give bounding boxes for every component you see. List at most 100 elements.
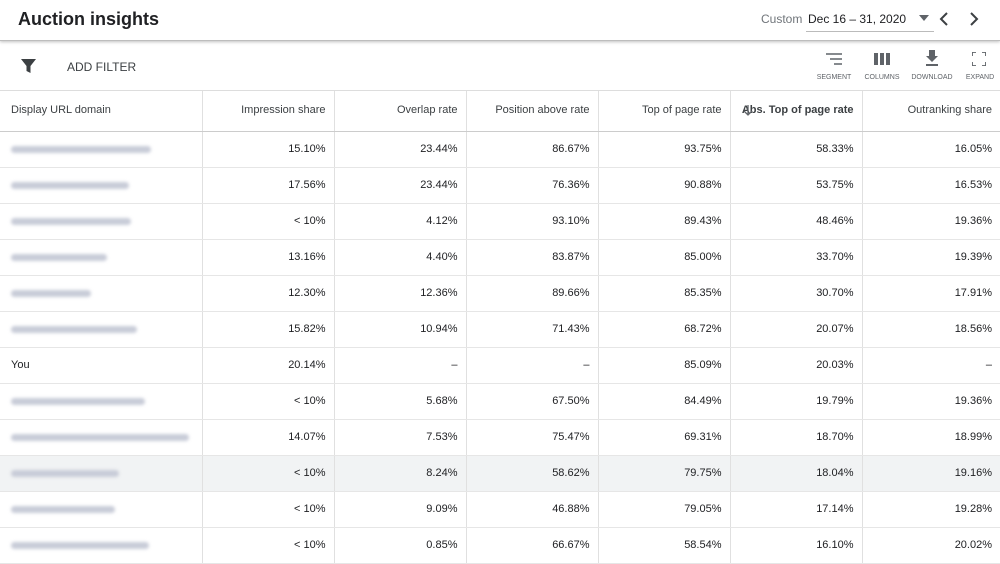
add-filter[interactable]: ADD FILTER	[67, 60, 137, 74]
table-row[interactable]: 12.30% 12.36% 89.66% 85.35% 30.70% 17.91%	[0, 275, 1000, 312]
table-row[interactable]: You 20.14% – –85.09% 20.03% –	[0, 347, 1000, 384]
metric-cell: 93.75%	[598, 131, 731, 168]
date-underline	[806, 31, 934, 32]
domain-cell	[0, 131, 203, 168]
metric-cell: < 10%	[202, 491, 335, 528]
metric-cell: 20.02%	[862, 527, 1000, 564]
header-text: Overlap rate	[396, 104, 458, 117]
header-text: Position above rate	[495, 104, 590, 117]
metric-cell: 75.47%	[466, 419, 599, 456]
table-row[interactable]: < 10% 4.12% 93.10% 89.43% 48.46% 19.36%	[0, 203, 1000, 240]
toolbar: ADD FILTER SEGMENT COLUMNS DOWNLOAD EXPAND	[0, 42, 1000, 91]
metric-cell: 68.72%	[598, 311, 731, 348]
domain-cell: You	[0, 347, 203, 384]
dropdown-arrow[interactable]	[918, 14, 930, 22]
metric-cell: 20.14%	[202, 347, 335, 384]
metric-cell: 20.03%	[730, 347, 863, 384]
metric-cell: 53.75%	[730, 167, 863, 204]
metric-cell: 9.09%	[334, 491, 467, 528]
table-row[interactable]: < 10% 9.09% 46.88% 79.05% 17.14% 19.28%	[0, 491, 1000, 528]
domain-cell	[0, 275, 203, 312]
metric-cell: 33.70%	[730, 239, 863, 276]
metric-cell: 19.79%	[730, 383, 863, 420]
metric-cell: 7.53%	[334, 419, 467, 456]
segment-icon[interactable]	[826, 52, 842, 66]
metric-cell: 4.40%	[334, 239, 467, 276]
metric-cell: < 10%	[202, 203, 335, 240]
table-row[interactable]: < 10% 0.85% 66.67% 58.54% 16.10% 20.02%	[0, 527, 1000, 564]
header-text: Outranking share	[907, 104, 992, 117]
metric-cell: 0.85%	[334, 527, 467, 564]
metric-cell: 89.43%	[598, 203, 731, 240]
metric-cell: 85.00%	[598, 239, 731, 276]
metric-cell: 58.54%	[598, 527, 731, 564]
metric-cell: 84.49%	[598, 383, 731, 420]
metric-cell: 10.94%	[334, 311, 467, 348]
table-row[interactable]: < 10% 8.24% 58.62% 79.75% 18.04% 19.16%	[0, 455, 1000, 492]
action-label[interactable]: COLUMNS	[864, 74, 900, 81]
metric-cell: 58.62%	[466, 455, 599, 492]
download-icon[interactable]	[925, 50, 939, 66]
table-row[interactable]: 14.07% 7.53% 75.47% 69.31% 18.70% 18.99%	[0, 419, 1000, 456]
metric-cell: 15.10%	[202, 131, 335, 168]
header-text: Abs. Top of page rate	[741, 104, 854, 117]
metric-cell: 16.53%	[862, 167, 1000, 204]
auction-table: Display URL domain Impression share Overla…	[0, 91, 1000, 564]
metric-cell: 30.70%	[730, 275, 863, 312]
metric-cell: 58.33%	[730, 131, 863, 168]
blurred-domain	[11, 325, 137, 333]
blurred-domain	[11, 253, 107, 261]
domain-cell	[0, 167, 203, 204]
blurred-domain	[11, 217, 131, 225]
metric-cell: 5.68%	[334, 383, 467, 420]
blurred-domain	[11, 433, 189, 441]
metric-cell: 15.82%	[202, 311, 335, 348]
metric-cell: 17.91%	[862, 275, 1000, 312]
next-button[interactable]	[968, 12, 980, 26]
column-header[interactable]: Display URL domain	[0, 91, 203, 132]
column-header[interactable]: Position above rate	[466, 91, 599, 132]
expand-icon[interactable]	[972, 52, 986, 66]
metric-cell: 71.43%	[466, 311, 599, 348]
table-row[interactable]: 17.56% 23.44% 76.36% 90.88% 53.75% 16.53%	[0, 167, 1000, 204]
column-header[interactable]: Overlap rate	[334, 91, 467, 132]
sort-arrow	[743, 105, 752, 116]
domain-cell	[0, 203, 203, 240]
table-row[interactable]: 13.16% 4.40% 83.87% 85.00% 33.70% 19.39%	[0, 239, 1000, 276]
table-row[interactable]: 15.10% 23.44% 86.67% 93.75% 58.33% 16.05%	[0, 131, 1000, 168]
table-row[interactable]: < 10% 5.68% 67.50% 84.49% 19.79% 19.36%	[0, 383, 1000, 420]
column-header[interactable]: Top of page rate	[598, 91, 731, 132]
filter-icon[interactable]	[21, 58, 37, 74]
metric-cell: 48.46%	[730, 203, 863, 240]
domain-cell	[0, 239, 203, 276]
blurred-domain	[11, 289, 91, 297]
action-label[interactable]: DOWNLOAD	[911, 74, 953, 81]
metric-cell: < 10%	[202, 527, 335, 564]
metric-cell: < 10%	[202, 383, 335, 420]
header-text: Impression share	[241, 104, 326, 117]
header-text: Top of page rate	[641, 104, 722, 117]
metric-cell: 12.36%	[334, 275, 467, 312]
column-header[interactable]: Impression share	[202, 91, 335, 132]
metric-cell: 76.36%	[466, 167, 599, 204]
header-bar: Auction insights Custom Dec 16 – 31, 202…	[0, 0, 1000, 41]
metric-cell: 19.16%	[862, 455, 1000, 492]
domain-cell	[0, 311, 203, 348]
columns-icon[interactable]	[874, 52, 890, 66]
date-range[interactable]: Dec 16 – 31, 2020	[808, 12, 907, 26]
action-label[interactable]: EXPAND	[965, 74, 995, 81]
metric-cell: 23.44%	[334, 167, 467, 204]
prev-button[interactable]	[938, 12, 950, 26]
blurred-domain	[11, 541, 149, 549]
metric-cell: –	[334, 347, 467, 384]
metric-cell: 12.30%	[202, 275, 335, 312]
column-header[interactable]: Abs. Top of page rate	[730, 91, 863, 132]
metric-cell: –	[466, 347, 599, 384]
table-row[interactable]: 15.82% 10.94% 71.43% 68.72% 20.07% 18.56%	[0, 311, 1000, 348]
action-label[interactable]: SEGMENT	[816, 74, 852, 81]
metric-cell: 17.56%	[202, 167, 335, 204]
metric-cell: 67.50%	[466, 383, 599, 420]
metric-cell: 16.05%	[862, 131, 1000, 168]
column-header[interactable]: Outranking share	[862, 91, 1000, 132]
